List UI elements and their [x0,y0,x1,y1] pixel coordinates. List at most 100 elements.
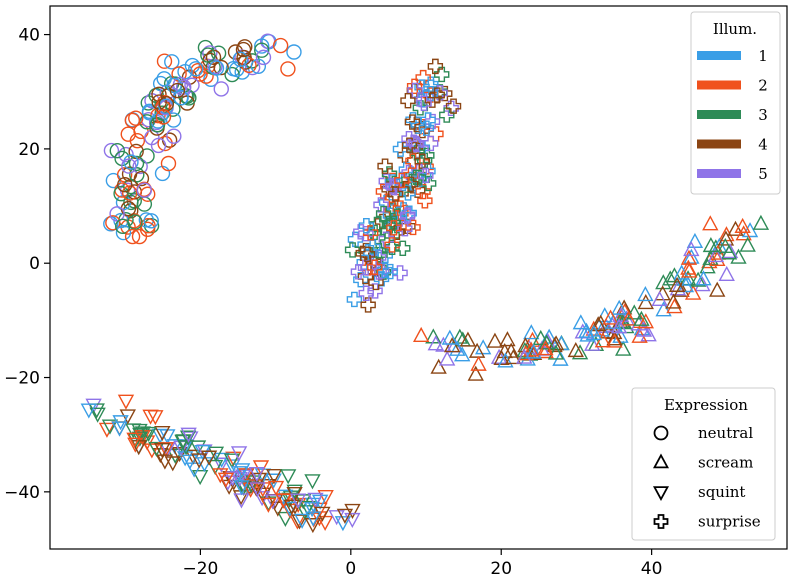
y-tick-label: 40 [18,26,40,46]
neutral-point [131,228,148,245]
squint-point [223,453,241,469]
legend-illum-label: 1 [758,47,768,65]
neutral-point [124,112,141,129]
surprise-point [346,291,363,308]
neutral-point [118,146,134,163]
squint-point [126,432,143,448]
squint-point [189,440,207,456]
surprise-point [404,114,421,130]
surprise-point [418,120,435,136]
y-tick-label: 20 [18,140,40,160]
axis-ticks: −20 0 20 40 −40 −20 0 20 40 [4,26,662,579]
scream-point [739,236,756,252]
scream-point [741,222,759,238]
squint-point [206,459,224,475]
squint-point [304,474,321,490]
squint-point [148,441,165,457]
squint-point [159,429,176,445]
neutral-point [105,215,121,231]
scream-point [615,340,632,356]
neutral-point [164,54,180,70]
legend-illum-label: 3 [758,106,768,124]
scream-point [666,267,683,283]
scream-point [612,306,630,323]
surprise-point [367,259,383,275]
surprise-point [350,264,367,280]
squint-point [311,494,329,510]
neutral-point [103,142,120,159]
neutral-point [155,109,172,125]
surprise-point [371,242,387,259]
scream-point [606,330,623,346]
squint-point [260,497,277,513]
scream-point [497,352,514,368]
squint-point [283,499,300,515]
neutral-point [200,47,216,63]
surprise-point [392,200,409,216]
neutral-point [169,82,186,99]
scream-point [468,342,486,358]
scream-point [684,284,702,300]
squint-point [304,518,322,534]
scream-point [686,232,704,248]
neutral-point [202,45,218,61]
neutral-point [140,186,156,202]
neutral-point [139,114,155,130]
legend-illum-label: 5 [758,165,768,183]
scream-point [451,328,468,344]
neutral-point [124,228,141,245]
surprise-point [387,186,404,202]
surprise-point [359,246,376,263]
scream-point [614,314,632,330]
squint-point [132,427,149,443]
scream-point [590,316,607,332]
squint-point [249,482,266,498]
scream-point [635,321,653,337]
surprise-point [420,112,436,128]
scream-point [578,322,595,338]
neutral-point [143,217,160,234]
y-tick-label: 0 [29,254,40,274]
scream-point [571,344,589,360]
squint-point [267,480,285,496]
scream-point [467,365,484,381]
surprise-point [422,85,439,102]
legend-illum-swatch [697,139,741,149]
surprise-point [369,216,385,233]
surprise-point [377,158,393,174]
neutral-point [143,213,159,229]
squint-point [185,462,203,478]
squint-point [207,446,225,462]
neutral-point [121,185,138,201]
surprise-point [427,58,444,75]
scream-point [651,290,668,306]
squint-point [164,456,181,472]
squint-point [98,422,116,438]
squint-point [89,407,106,423]
surprise-point [386,220,402,236]
scream-point [449,340,466,356]
scream-point [735,225,752,241]
scream-point [683,248,700,264]
scream-point [633,310,650,326]
neutral-point [213,59,229,76]
scream-point [572,314,589,330]
scream-point [702,236,720,253]
scream-point [752,214,770,230]
surprise-point [400,93,416,109]
surprise-point [392,265,408,281]
legend-squint-marker [652,486,670,502]
legend-illum-title: Illum. [713,20,757,38]
scream-point [626,304,643,320]
scream-point [594,332,612,348]
scream-point [441,329,459,345]
scream-point [525,343,542,359]
squint-point [344,512,361,529]
legend-expression-label: surprise [698,513,761,531]
scream-point [673,281,690,297]
surprise-point [400,207,416,223]
surprise-point [410,118,427,134]
legend-illum-label: 2 [758,77,768,95]
scream-point [567,341,584,358]
scream-point [683,240,700,257]
